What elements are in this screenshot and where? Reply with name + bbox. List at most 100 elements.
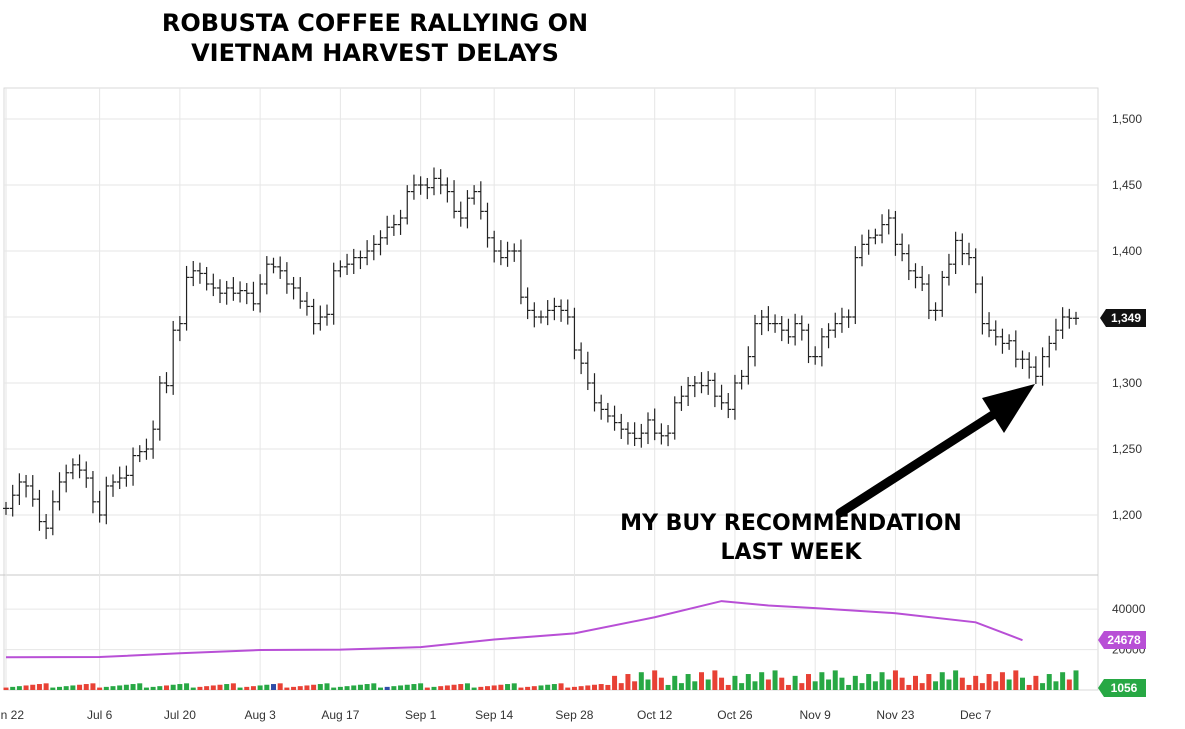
volume-bar: [692, 681, 698, 690]
price-bar: [1073, 311, 1079, 325]
price-bar: [979, 276, 986, 335]
volume-bar: [565, 687, 571, 690]
volume-bar: [939, 672, 945, 690]
price-bar: [999, 328, 1006, 354]
chart-grid: [0, 87, 1099, 691]
price-bar: [277, 256, 284, 279]
volume-bar: [237, 687, 243, 690]
volume-bar: [177, 684, 183, 690]
price-bar: [404, 185, 411, 225]
volume-bar: [999, 672, 1005, 690]
price-bar: [558, 299, 565, 322]
price-bar: [725, 393, 732, 419]
price-bar: [257, 274, 264, 313]
price-bar: [76, 454, 83, 479]
price-bar: [431, 167, 437, 196]
price-bar: [464, 190, 471, 229]
price-bar: [598, 394, 605, 420]
price-bar: [905, 244, 912, 281]
volume-bar: [806, 674, 811, 690]
volume-bar: [57, 686, 62, 690]
volume-bar: [1066, 679, 1072, 690]
volume-bar: [826, 679, 832, 690]
volume-bar: [83, 684, 89, 690]
volume-bar: [284, 687, 290, 690]
price-bar: [243, 283, 250, 305]
volume-tick-label: 40000: [1112, 602, 1146, 616]
volume-last-label: 1056: [1111, 681, 1138, 695]
price-bar: [1032, 356, 1039, 384]
volume-bar: [819, 672, 825, 690]
price-bar: [9, 484, 16, 517]
price-bar: [745, 346, 752, 385]
volume-bar: [1073, 670, 1079, 690]
volume-bar: [799, 683, 805, 690]
price-bar: [36, 489, 43, 531]
volume-bar: [979, 683, 985, 690]
time-tick-label: Nov 23: [876, 708, 914, 722]
volume-bar: [785, 684, 791, 690]
price-bar: [504, 241, 511, 267]
volume-bar: [699, 672, 704, 690]
price-bar: [223, 280, 230, 305]
volume-bar: [210, 685, 216, 690]
price-bar: [805, 323, 812, 364]
price-bar: [584, 351, 591, 391]
price-bar: [471, 185, 478, 205]
volume-bar: [157, 686, 163, 690]
price-bar: [457, 201, 464, 227]
volume-bar: [291, 686, 297, 690]
volume-bar: [438, 686, 444, 690]
volume-bar: [137, 683, 143, 690]
price-bar: [451, 180, 458, 219]
price-bar: [685, 376, 692, 406]
volume-bar: [531, 686, 537, 690]
volume-bar: [63, 686, 69, 690]
volume-bar: [739, 683, 745, 690]
price-bar: [966, 242, 972, 266]
volume-bar: [839, 677, 845, 690]
volume-bar: [491, 685, 497, 690]
price-bar: [638, 423, 645, 448]
price-bar: [23, 474, 30, 498]
price-bar: [317, 305, 324, 331]
price-bar: [390, 214, 397, 236]
price-bar: [89, 471, 96, 514]
price-bar: [477, 181, 484, 220]
price-bar: [511, 243, 518, 262]
volume-bar: [886, 679, 892, 690]
time-tick-label: Dec 7: [960, 708, 992, 722]
open-interest-line: [5, 600, 1023, 659]
volume-bar: [632, 681, 638, 690]
price-bar: [564, 299, 571, 325]
volume-bar: [130, 684, 136, 690]
volume-bar: [779, 677, 785, 690]
volume-bar: [812, 681, 818, 690]
price-bar: [591, 373, 598, 412]
price-bar: [731, 374, 738, 420]
volume-bar: [204, 686, 210, 690]
price-bar: [1019, 350, 1026, 370]
volume-bar: [973, 675, 979, 690]
volume-bar: [317, 684, 323, 690]
volume-bar: [525, 686, 531, 690]
volume-bar: [852, 675, 858, 690]
price-bar: [176, 316, 183, 342]
volume-bar: [872, 681, 878, 690]
price-bar: [711, 372, 718, 408]
price-bar: [283, 262, 290, 294]
volume-bar: [324, 683, 330, 690]
price-bar: [110, 474, 116, 497]
volume-bar: [959, 677, 965, 690]
price-bar: [203, 266, 210, 291]
price-bar: [16, 473, 23, 505]
price-tick-label: 1,500: [1112, 112, 1142, 126]
price-bar: [986, 312, 993, 338]
price-bar: [832, 312, 839, 338]
price-bar: [798, 315, 805, 341]
price-bar: [3, 501, 9, 515]
price-bar: [671, 396, 678, 440]
volume-bar: [16, 686, 22, 690]
volume-bar: [678, 683, 684, 690]
volume-bar: [3, 687, 9, 690]
